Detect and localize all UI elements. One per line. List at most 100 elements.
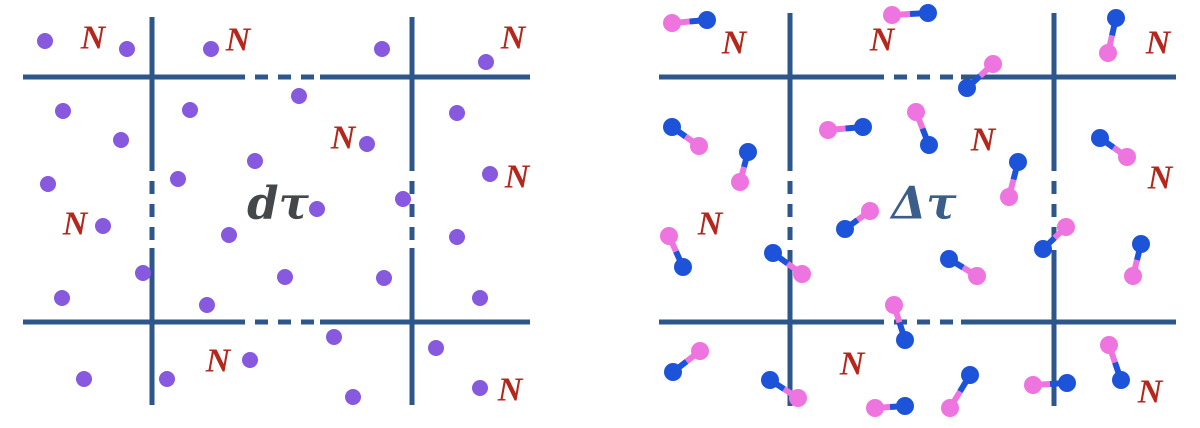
- left-panel-particles: [37, 33, 498, 405]
- monomer-dot: [428, 340, 444, 356]
- n-label: N: [205, 343, 232, 380]
- dimer-magenta-atom: [968, 267, 986, 285]
- dimer-blue-atom: [1058, 374, 1076, 392]
- dimer-blue-atom: [940, 250, 958, 268]
- dimer-magenta-atom: [1124, 267, 1142, 285]
- dimer: [958, 55, 1002, 97]
- dimer: [885, 296, 914, 349]
- n-label: N: [330, 120, 357, 157]
- monomer-dot: [40, 176, 56, 192]
- dimer-blue-atom: [674, 258, 692, 276]
- dimer-magenta-atom: [691, 342, 709, 360]
- monomer-dot: [449, 229, 465, 245]
- monomer-dot: [326, 329, 342, 345]
- dimer-magenta-atom: [941, 399, 959, 417]
- n-label: N: [1145, 25, 1172, 62]
- dimer-magenta-atom: [660, 227, 678, 245]
- dimer-blue-atom: [739, 143, 757, 161]
- dimer-blue-atom: [896, 397, 914, 415]
- n-label: N: [504, 159, 531, 196]
- monomer-dot: [376, 270, 392, 286]
- dimer-magenta-atom: [1100, 336, 1118, 354]
- dimer-blue-atom: [761, 371, 779, 389]
- monomer-dot: [199, 297, 215, 313]
- dimer-blue-atom: [664, 363, 682, 381]
- monomer-dot: [54, 290, 70, 306]
- dimer-magenta-atom: [1099, 44, 1117, 62]
- dimer: [660, 227, 692, 276]
- dimer-magenta-atom: [1118, 148, 1136, 166]
- dimer-magenta-atom: [819, 121, 837, 139]
- dimer-blue-atom: [1009, 153, 1027, 171]
- dimer: [836, 202, 879, 238]
- monomer-dot: [482, 166, 498, 182]
- dimer-blue-atom: [698, 11, 716, 29]
- dimer-blue-atom: [1132, 235, 1150, 253]
- dimer-blue-atom: [1091, 129, 1109, 147]
- monomer-dot: [170, 171, 186, 187]
- dimer-blue-atom: [961, 366, 979, 384]
- monomer-dot: [203, 41, 219, 57]
- monomer-dot: [182, 102, 198, 118]
- dimer-magenta-atom: [789, 389, 807, 407]
- n-label: N: [839, 346, 866, 383]
- dimer: [1024, 374, 1076, 394]
- monomer-dot: [374, 41, 390, 57]
- n-label: N: [80, 20, 107, 57]
- monomer-dot: [247, 153, 263, 169]
- dimer-magenta-atom: [1000, 188, 1018, 206]
- dimer-magenta-atom: [1024, 376, 1042, 394]
- monomer-dot: [159, 371, 175, 387]
- dimer-blue-atom: [958, 79, 976, 97]
- dimer-blue-atom: [920, 136, 938, 154]
- monomer-dot: [119, 41, 135, 57]
- n-label: N: [497, 372, 524, 409]
- n-label: N: [225, 22, 252, 59]
- left-panel-labels: N N N N N N N N: [62, 20, 531, 409]
- dimer: [1091, 129, 1136, 166]
- monomer-dot: [55, 103, 71, 119]
- dimer: [664, 342, 709, 381]
- monomer-dot: [113, 132, 129, 148]
- monomer-dot: [395, 191, 411, 207]
- dimer: [761, 371, 807, 407]
- dimer-magenta-atom: [663, 14, 681, 32]
- dimer-blue-atom: [919, 4, 937, 22]
- dimer-magenta-atom: [984, 55, 1002, 73]
- dimer-blue-atom: [836, 220, 854, 238]
- dimer: [1099, 9, 1125, 62]
- dimer: [940, 250, 986, 285]
- monomer-dot: [76, 371, 92, 387]
- dimer: [1000, 153, 1027, 206]
- monomer-dot: [345, 389, 361, 405]
- n-label: N: [1147, 160, 1174, 197]
- dimer-blue-atom: [764, 244, 782, 262]
- dimer: [663, 11, 716, 32]
- n-label: N: [721, 25, 748, 62]
- dimer-magenta-atom: [731, 173, 749, 191]
- monomer-dot: [472, 290, 488, 306]
- dimer: [883, 4, 937, 24]
- n-label: N: [62, 206, 89, 243]
- dimer: [731, 143, 757, 191]
- dimer: [941, 366, 979, 417]
- right-panel-labels: N N N N N N N N: [697, 22, 1174, 411]
- monomer-dot: [242, 352, 258, 368]
- monomer-dot: [309, 201, 325, 217]
- dimer-blue-atom: [896, 331, 914, 349]
- right-panel-particles: [660, 4, 1150, 417]
- monomer-dot: [221, 227, 237, 243]
- monomer-dot: [478, 54, 494, 70]
- dimer: [907, 103, 938, 154]
- monomer-dot: [449, 105, 465, 121]
- dimer: [663, 118, 708, 155]
- dimer: [819, 118, 872, 139]
- monomer-dot: [291, 88, 307, 104]
- monomer-dot: [277, 269, 293, 285]
- monomer-dot: [135, 265, 151, 281]
- n-label: N: [1137, 374, 1164, 411]
- monomer-dot: [95, 218, 111, 234]
- monomer-dot: [359, 136, 375, 152]
